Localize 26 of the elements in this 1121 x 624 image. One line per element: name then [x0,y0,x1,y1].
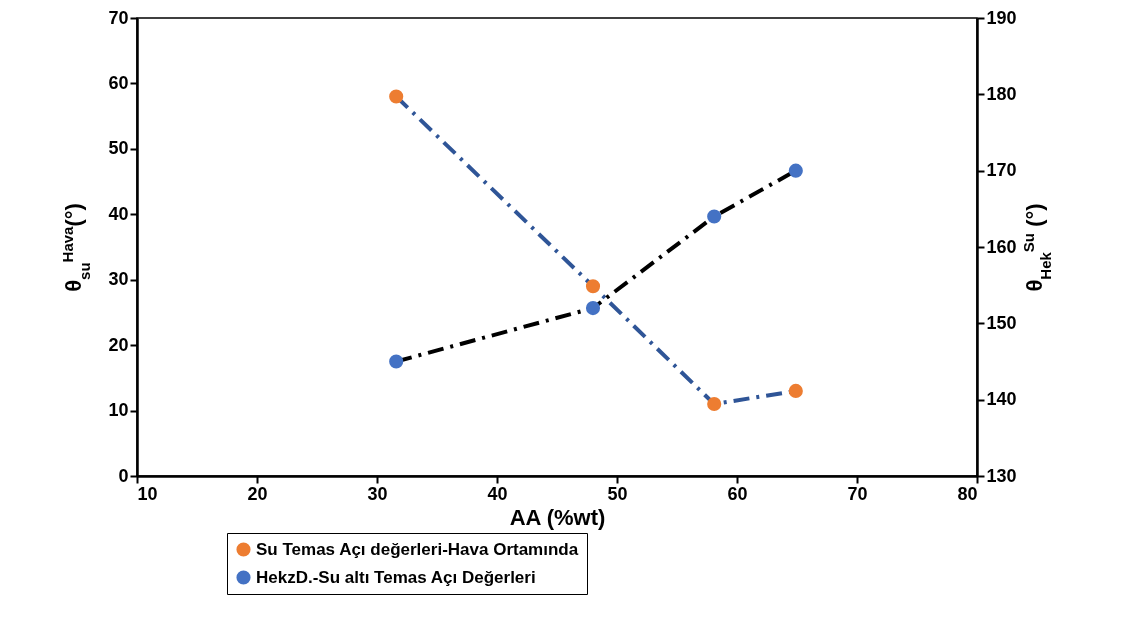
y-tick-label: 0 [118,465,129,486]
x-tick-label: 60 [727,483,748,504]
x-tick-label: 30 [367,483,388,504]
y-tick-label: 50 [108,138,129,159]
y2-tick-label: 160 [986,236,1017,257]
legend-label: HekzD.-Su altı Temas Açı Değerleri [256,567,536,587]
y-tick-label: 30 [108,269,129,290]
y2-tick-label: 190 [986,7,1017,28]
y-tick-label: 60 [108,72,129,93]
x-tick-label: 50 [607,483,628,504]
y2-tick-label: 180 [986,83,1017,104]
y-tick-label: 10 [108,400,129,421]
x-tick-label: 80 [957,483,978,504]
y-tick-label: 20 [108,334,129,355]
y2-tick-label: 140 [986,389,1017,410]
y-tick-label: 70 [108,7,129,28]
x-axis-title: AA (%wt) [509,504,606,530]
y2-tick-label: 130 [986,465,1017,486]
legend-label: Su Temas Açı değerleri-Hava Ortamında [256,539,579,559]
y-tick-label: 40 [108,203,129,224]
x-tick-label: 70 [847,483,868,504]
x-tick-label: 40 [487,483,508,504]
x-tick-label: 10 [137,483,158,504]
x-tick-label: 20 [247,483,268,504]
y2-tick-label: 150 [986,312,1017,333]
y2-tick-label: 170 [986,160,1017,181]
